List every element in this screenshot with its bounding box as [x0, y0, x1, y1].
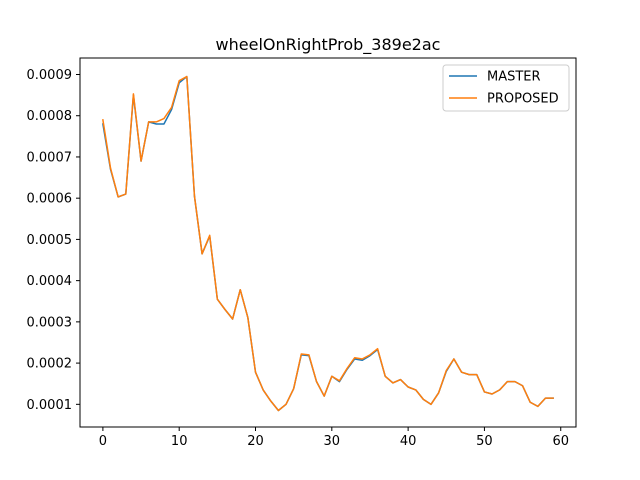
x-tick-label: 40	[400, 434, 417, 449]
y-tick-label: 0.0001	[27, 398, 73, 413]
x-tick-label: 60	[552, 434, 569, 449]
plot-area	[79, 57, 577, 428]
legend-label-proposed: PROPOSED	[487, 92, 559, 107]
x-tick-label: 50	[476, 434, 493, 449]
x-tick-label: 10	[171, 434, 188, 449]
plot-frame	[79, 57, 577, 428]
x-axis: 0 10 20 30 40 50 60	[99, 427, 569, 449]
y-tick-label: 0.0003	[27, 315, 73, 330]
x-tick-label: 30	[324, 434, 341, 449]
y-axis: 0.0001 0.0002 0.0003 0.0004 0.0005 0.0006 0.00…	[27, 68, 80, 413]
y-tick-label: 0.0004	[27, 274, 73, 289]
y-tick-label: 0.0009	[27, 68, 73, 83]
series-lines	[102, 75, 554, 412]
legend-label-master: MASTER	[487, 70, 541, 85]
series-line-proposed	[102, 75, 554, 412]
y-tick-label: 0.0006	[27, 192, 73, 207]
y-tick-label: 0.0005	[27, 233, 73, 248]
legend: MASTER PROPOSED	[442, 64, 570, 112]
legend-entries: MASTER PROPOSED	[449, 70, 559, 107]
chart-title: wheelOnRightProb_389e2ac	[216, 35, 441, 55]
y-tick-label: 0.0007	[27, 150, 73, 165]
y-tick-label: 0.0008	[27, 109, 73, 124]
x-tick-label: 0	[99, 434, 107, 449]
x-tick-label: 20	[247, 434, 264, 449]
y-tick-label: 0.0002	[27, 357, 73, 372]
